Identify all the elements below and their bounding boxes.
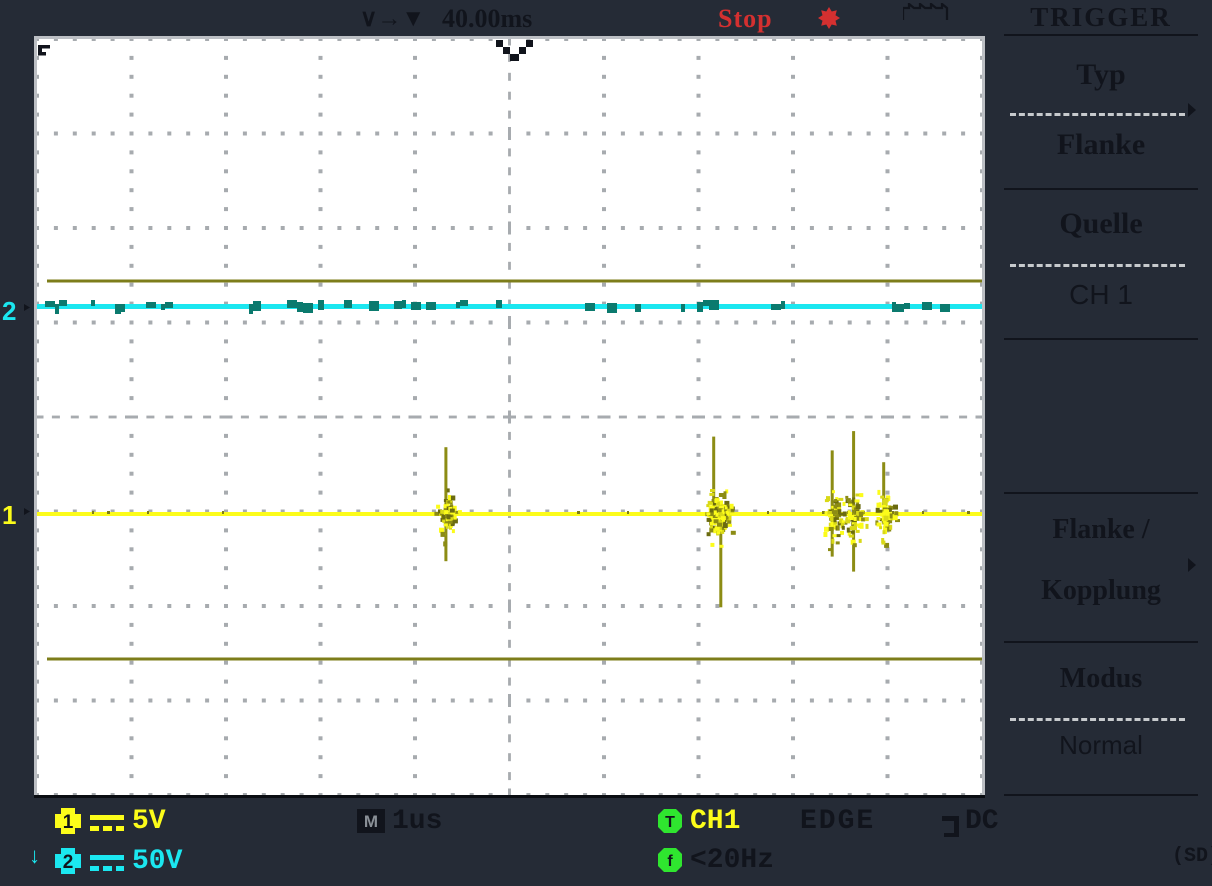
svg-text:T: T [665, 814, 675, 831]
svg-text:M: M [364, 812, 378, 831]
svg-text:1: 1 [63, 812, 74, 833]
svg-text:2: 2 [63, 852, 74, 873]
svg-text:f: f [667, 853, 673, 870]
